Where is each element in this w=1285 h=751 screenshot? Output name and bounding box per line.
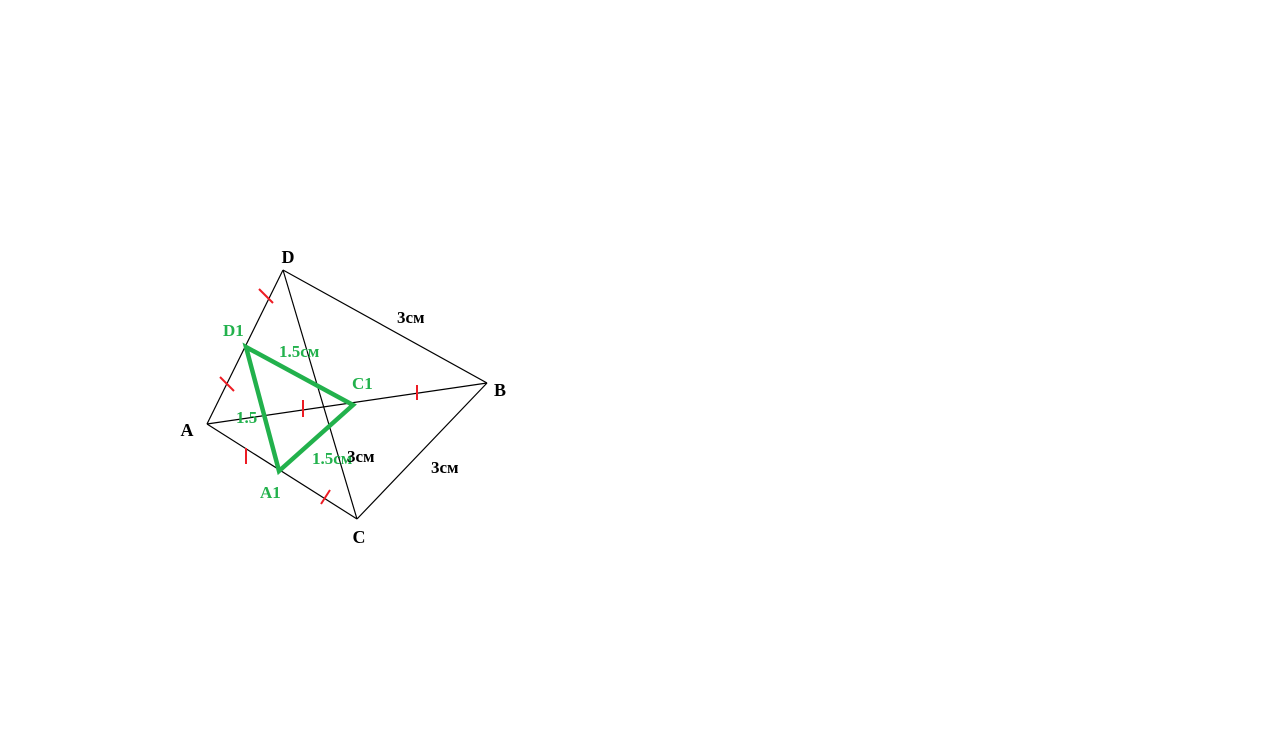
measure-label-A1C1: 1.5см (312, 449, 353, 468)
tick-AC-right (320, 489, 331, 505)
tick-marks (219, 288, 418, 505)
measure-label-D1A1: 1.5 (236, 408, 257, 427)
vertex-label-C1: C1 (352, 374, 373, 393)
edge-DB (282, 269, 488, 384)
vertex-label-B: B (494, 380, 506, 400)
edge-BC (356, 382, 488, 520)
vertex-label-D: D (282, 247, 295, 267)
measure-label-CB: 3см (431, 458, 459, 477)
tick-AD-upper (258, 288, 274, 304)
vertex-label-A: A (181, 420, 194, 440)
midsegment-triangle (242, 342, 357, 476)
measure-label-D1C1: 1.5см (279, 342, 320, 361)
tetrahedron-edges (206, 269, 488, 520)
edge-DC (282, 269, 358, 520)
vertex-label-C: C (353, 527, 366, 547)
measure-label-DB: 3см (397, 308, 425, 327)
vertex-label-A1: A1 (260, 483, 281, 502)
measure-label-DC: 3см (347, 447, 375, 466)
edge-AC (206, 423, 358, 520)
vertex-label-D1: D1 (223, 321, 244, 340)
tick-AD-lower (219, 376, 235, 392)
